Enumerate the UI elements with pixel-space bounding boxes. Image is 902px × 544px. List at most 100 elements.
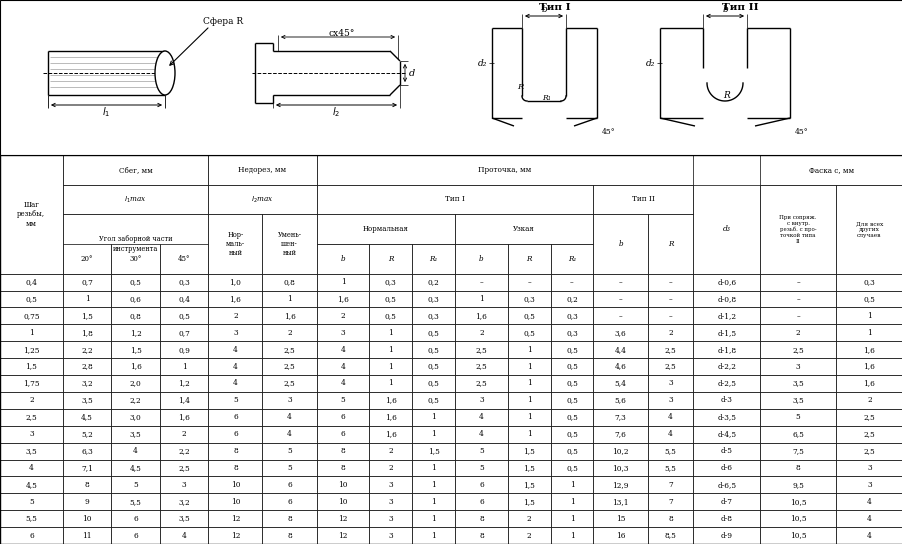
Text: Проточка, мм: Проточка, мм — [478, 166, 531, 174]
Text: 5,5: 5,5 — [664, 447, 676, 455]
Bar — [507, 341, 550, 358]
Text: Узкая: Узкая — [513, 225, 535, 233]
Bar — [455, 324, 507, 341]
Bar — [208, 460, 262, 477]
Text: 3: 3 — [287, 397, 291, 404]
Text: 1: 1 — [431, 464, 436, 472]
Bar — [693, 426, 759, 443]
Bar — [759, 527, 835, 544]
Text: Сбег, мм: Сбег, мм — [118, 166, 152, 174]
Bar — [63, 409, 111, 426]
Bar — [63, 184, 208, 214]
Text: d-4,5: d-4,5 — [716, 430, 735, 438]
Text: d-0,8: d-0,8 — [716, 295, 735, 303]
Bar — [317, 290, 369, 307]
Text: 3: 3 — [388, 515, 392, 523]
Text: 0,4: 0,4 — [178, 295, 189, 303]
Bar — [412, 358, 455, 375]
Text: b: b — [618, 240, 622, 248]
Text: 0,3: 0,3 — [566, 329, 577, 337]
Text: 11: 11 — [82, 531, 92, 540]
Text: 1: 1 — [431, 430, 436, 438]
Bar — [63, 477, 111, 493]
Text: 45°: 45° — [178, 255, 190, 263]
Bar — [208, 477, 262, 493]
Text: d-7: d-7 — [720, 498, 732, 506]
Bar — [262, 510, 317, 527]
Bar — [412, 324, 455, 341]
Bar — [63, 358, 111, 375]
Bar — [63, 324, 111, 341]
Bar — [63, 527, 111, 544]
Text: 30°: 30° — [129, 255, 142, 263]
Text: 0,6: 0,6 — [130, 295, 142, 303]
Text: 4: 4 — [133, 447, 138, 455]
Text: 3: 3 — [667, 397, 672, 404]
Text: 1,2: 1,2 — [178, 380, 189, 387]
Text: 6: 6 — [233, 430, 237, 438]
Bar — [507, 510, 550, 527]
Text: Нормальная: Нормальная — [363, 225, 409, 233]
Bar — [412, 307, 455, 324]
Bar — [412, 290, 455, 307]
Bar — [507, 375, 550, 392]
Text: 2: 2 — [181, 430, 186, 438]
Text: 0,2: 0,2 — [428, 278, 439, 286]
Text: 0,5: 0,5 — [428, 397, 439, 404]
Text: 2,5: 2,5 — [862, 413, 874, 421]
Bar — [63, 510, 111, 527]
Text: 0,5: 0,5 — [384, 312, 396, 320]
Text: 4: 4 — [667, 413, 672, 421]
Bar — [369, 510, 412, 527]
Text: 0,3: 0,3 — [862, 278, 874, 286]
Text: 4: 4 — [287, 430, 291, 438]
Bar — [412, 493, 455, 510]
Bar — [647, 214, 693, 274]
Text: 4: 4 — [340, 380, 345, 387]
Bar — [593, 493, 647, 510]
Bar — [369, 443, 412, 460]
Bar — [63, 214, 208, 274]
Bar — [759, 510, 835, 527]
Text: Тип I: Тип I — [538, 3, 570, 13]
Bar — [550, 443, 593, 460]
Bar — [262, 290, 317, 307]
Text: 6: 6 — [479, 498, 483, 506]
Bar — [369, 375, 412, 392]
Text: 9,5: 9,5 — [791, 481, 803, 489]
Text: 45°: 45° — [795, 128, 808, 136]
Bar — [317, 409, 369, 426]
Bar — [0, 477, 63, 493]
Text: 1,6: 1,6 — [336, 295, 349, 303]
Bar — [63, 341, 111, 358]
Text: 8: 8 — [795, 464, 800, 472]
Bar — [835, 341, 902, 358]
Bar — [593, 375, 647, 392]
Bar — [63, 155, 208, 184]
Text: 1: 1 — [866, 329, 871, 337]
Bar — [647, 426, 693, 443]
Bar — [455, 510, 507, 527]
Bar — [593, 274, 647, 290]
Bar — [759, 290, 835, 307]
Text: 8: 8 — [233, 447, 237, 455]
Bar — [759, 324, 835, 341]
Bar — [369, 274, 412, 290]
Bar — [0, 358, 63, 375]
Text: Угол заборной части
инструмента: Угол заборной части инструмента — [98, 236, 172, 252]
Text: 12,9: 12,9 — [612, 481, 628, 489]
Bar — [412, 375, 455, 392]
Text: 1,2: 1,2 — [130, 329, 142, 337]
Bar — [835, 409, 902, 426]
Text: cx45°: cx45° — [328, 28, 354, 38]
Text: 0,8: 0,8 — [130, 312, 142, 320]
Bar — [262, 274, 317, 290]
Text: –: – — [479, 278, 483, 286]
Text: 0,5: 0,5 — [428, 380, 439, 387]
Text: 1: 1 — [431, 481, 436, 489]
Text: Для всех
других
случаев: Для всех других случаев — [855, 221, 882, 238]
Bar — [455, 392, 507, 409]
Bar — [455, 527, 507, 544]
Text: 2,5: 2,5 — [475, 345, 487, 354]
Bar — [550, 375, 593, 392]
